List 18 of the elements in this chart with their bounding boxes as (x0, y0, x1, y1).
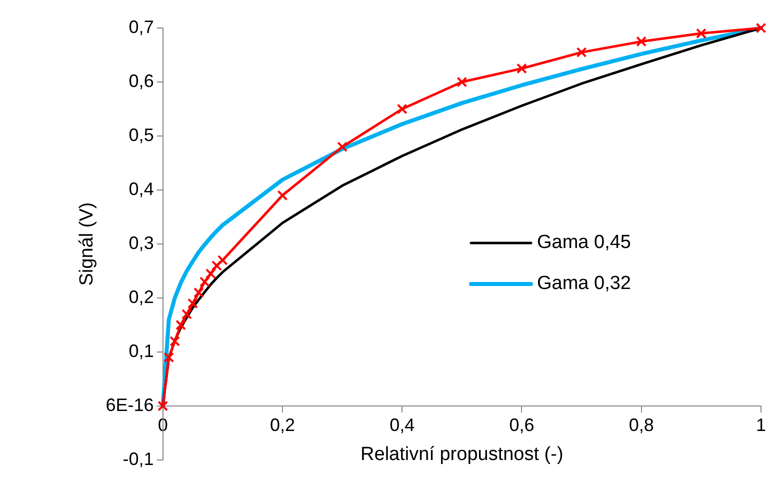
x-tick-label: 0,4 (390, 414, 415, 435)
x-axis-title: Relativní propustnost (-) (360, 444, 564, 466)
y-tick-label: 0,7 (128, 16, 154, 37)
x-tick-label: 0,2 (270, 414, 295, 435)
y-tick-label: -0,1 (122, 448, 154, 469)
y-tick-label: 0,5 (128, 124, 154, 145)
y-tick-label: 0,2 (128, 286, 154, 307)
x-tick-label: 0,8 (628, 414, 654, 435)
y-tick-label: 0,1 (128, 340, 154, 361)
y-tick-label: 0,3 (128, 232, 154, 253)
y-tick-label: 0,6 (128, 70, 154, 91)
y-axis-title: Signál (V) (76, 202, 98, 286)
x-tick-label: 1 (756, 414, 766, 435)
legend-label: Gama 0,32 (537, 273, 631, 294)
y-tick-label: 6E-16 (106, 394, 154, 415)
x-tick-label: 0,6 (509, 414, 534, 435)
legend-label: Gama 0,45 (537, 232, 631, 254)
y-tick-label: 0,4 (128, 178, 154, 199)
